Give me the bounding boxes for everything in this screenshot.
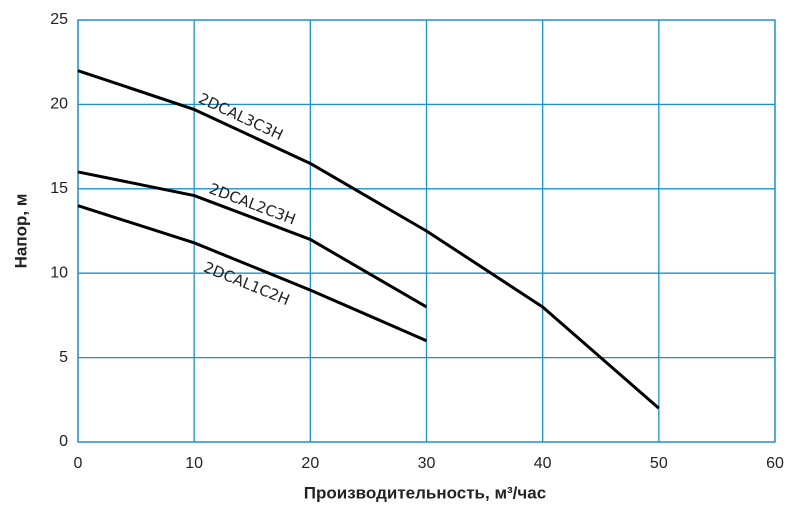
x-tick-label: 60 <box>766 455 784 472</box>
x-tick-label: 50 <box>650 455 668 472</box>
y-tick-label: 10 <box>50 264 68 281</box>
y-tick-label: 5 <box>59 349 68 366</box>
x-tick-label: 0 <box>74 455 83 472</box>
y-tick-label: 20 <box>50 96 68 113</box>
y-tick-label: 15 <box>50 180 68 197</box>
y-tick-label: 25 <box>50 11 68 28</box>
y-tick-label: 0 <box>59 433 68 450</box>
x-tick-label: 10 <box>185 455 203 472</box>
x-axis-label: Производительность, м³/час <box>304 483 546 502</box>
x-tick-label: 20 <box>301 455 319 472</box>
series-line <box>77 69 660 410</box>
x-tick-label: 30 <box>418 455 436 472</box>
plot-border <box>77 19 776 443</box>
x-tick-label: 40 <box>534 455 552 472</box>
series-line <box>77 204 428 343</box>
y-axis-label: Напор, м <box>11 194 30 269</box>
series-line <box>77 170 428 309</box>
